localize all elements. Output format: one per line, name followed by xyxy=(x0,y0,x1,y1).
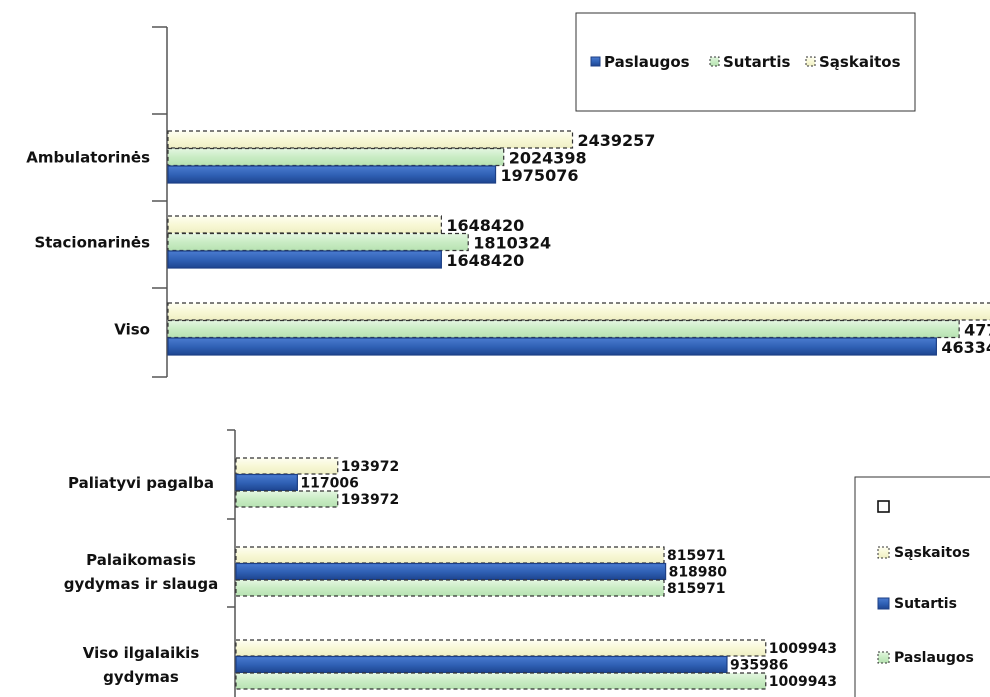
bar-viso-ilgalaikis-gydymas-saskaitos xyxy=(235,639,767,657)
bar-palaikomasis-gydymas-ir-slauga-paslaugos xyxy=(235,579,665,597)
category-label-stacionarines: Stacionarinės xyxy=(34,233,150,251)
data-label-viso-ilgalaikis-gydymas-saskaitos: 1009943 xyxy=(769,641,837,657)
bar-palaikomasis-gydymas-ir-slauga-sutartis xyxy=(235,562,667,581)
legend-swatch-empty xyxy=(877,500,890,513)
bar-ambulatorines-sutartis xyxy=(167,147,505,167)
data-label-stacionarines-sutartis: 1810324 xyxy=(473,234,551,253)
bar-stacionarines-paslaugos xyxy=(167,250,442,269)
data-label-paliatyvi-pagalba-paslaugos: 193972 xyxy=(341,492,399,508)
category-label-palaikomasis-gydymas-ir-slauga-line-1: Palaikomasis xyxy=(86,551,196,569)
legend-swatch-paslaugos xyxy=(877,651,890,664)
bar-stacionarines-sutartis xyxy=(167,232,469,252)
data-label-stacionarines-saskaitos: 1648420 xyxy=(446,216,524,235)
category-label-viso-ilgalaikis-gydymas-line-2: gydymas xyxy=(103,668,179,686)
category-label-palaikomasis-gydymas-ir-slauga-line-2: gydymas ir slauga xyxy=(64,575,218,593)
legend-label-paslaugos: Paslaugos xyxy=(894,650,974,666)
data-label-paliatyvi-pagalba-saskaitos: 193972 xyxy=(341,459,399,475)
legend-label-sutartis: Sutartis xyxy=(723,53,790,71)
legend-label-saskaitos: Sąskaitos xyxy=(819,53,901,71)
bar-stacionarines-saskaitos xyxy=(167,215,442,234)
legend-label-saskaitos: Sąskaitos xyxy=(894,545,970,561)
data-label-paliatyvi-pagalba-sutartis: 117006 xyxy=(300,476,358,492)
data-label-viso-paslaugos: 4633440 xyxy=(941,338,990,357)
category-label-paliatyvi-pagalba: Paliatyvi pagalba xyxy=(68,474,214,492)
bar-viso-paslaugos xyxy=(167,337,937,356)
data-label-palaikomasis-gydymas-ir-slauga-paslaugos: 815971 xyxy=(667,581,725,597)
bar-viso-sutartis xyxy=(167,319,960,339)
bar-viso-ilgalaikis-gydymas-paslaugos xyxy=(235,672,767,690)
legend-swatch-saskaitos xyxy=(877,546,890,559)
bar-paliatyvi-pagalba-sutartis xyxy=(235,473,298,492)
chart-bottom-legend-box xyxy=(854,476,990,697)
legend-label-sutartis: Sutartis xyxy=(894,596,957,612)
bar-viso-saskaitos xyxy=(167,302,990,321)
data-label-viso-ilgalaikis-gydymas-paslaugos: 1009943 xyxy=(769,674,837,690)
data-label-palaikomasis-gydymas-ir-slauga-saskaitos: 815971 xyxy=(667,548,725,564)
bar-palaikomasis-gydymas-ir-slauga-saskaitos xyxy=(235,546,665,564)
bar-viso-ilgalaikis-gydymas-sutartis xyxy=(235,655,728,674)
legend-swatch-sutartis xyxy=(877,597,890,610)
data-label-ambulatorines-paslaugos: 1975076 xyxy=(501,166,579,185)
bar-paliatyvi-pagalba-paslaugos xyxy=(235,490,339,508)
legend-label-paslaugos: Paslaugos xyxy=(604,53,690,71)
data-label-stacionarines-paslaugos: 1648420 xyxy=(446,251,524,270)
category-label-viso-ilgalaikis-gydymas-line-1: Viso ilgalaikis xyxy=(83,644,200,662)
bar-paliatyvi-pagalba-saskaitos xyxy=(235,457,339,475)
chart-top-legend-box xyxy=(575,12,916,112)
category-label-ambulatorines: Ambulatorinės xyxy=(26,148,150,166)
category-label-viso: Viso xyxy=(114,320,150,338)
bar-ambulatorines-saskaitos xyxy=(167,130,574,149)
data-label-palaikomasis-gydymas-ir-slauga-sutartis: 818980 xyxy=(669,565,728,581)
legend-swatch-sutartis xyxy=(709,56,720,67)
data-label-viso-sutartis: 4770700 xyxy=(964,321,990,340)
data-label-viso-ilgalaikis-gydymas-sutartis: 935986 xyxy=(730,658,788,674)
bar-ambulatorines-paslaugos xyxy=(167,165,497,184)
legend-swatch-paslaugos xyxy=(590,56,601,67)
data-label-ambulatorines-sutartis: 2024398 xyxy=(509,149,587,168)
legend-swatch-saskaitos xyxy=(805,56,816,67)
data-label-ambulatorines-saskaitos: 2439257 xyxy=(578,131,656,150)
